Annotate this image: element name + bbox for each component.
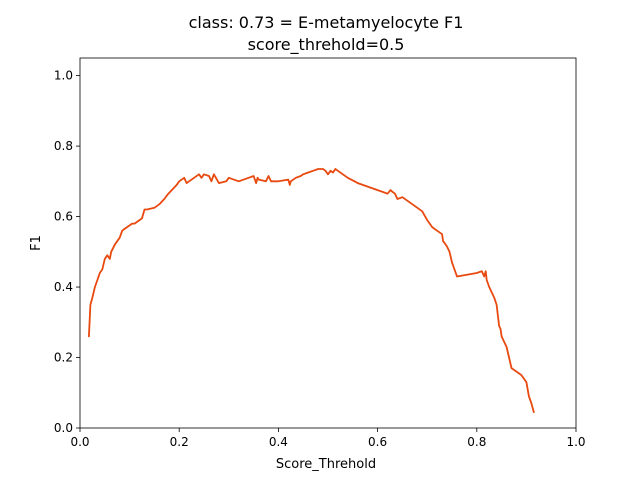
y-axis-label: F1 bbox=[29, 235, 44, 251]
y-tick-label: 0.8 bbox=[54, 139, 73, 153]
y-tick-label: 0.2 bbox=[54, 351, 73, 365]
x-axis-label: Score_Threhold bbox=[276, 457, 376, 472]
x-tick-label: 0.6 bbox=[368, 435, 387, 449]
axes-frame bbox=[79, 57, 577, 429]
chart-title: class: 0.73 = E-metamyelocyte F1 bbox=[189, 13, 464, 32]
y-tick-label: 0.0 bbox=[54, 421, 73, 435]
f1-series-line bbox=[88, 168, 535, 414]
plot-area bbox=[88, 168, 535, 414]
x-tick-label: 1.0 bbox=[566, 435, 585, 449]
y-tick-label: 1.0 bbox=[54, 69, 73, 83]
x-tick-label: 0.4 bbox=[269, 435, 288, 449]
x-tick-label: 0.0 bbox=[70, 435, 89, 449]
chart-subtitle: score_threhold=0.5 bbox=[248, 35, 405, 55]
y-tick-label: 0.4 bbox=[54, 280, 73, 294]
x-tick-label: 0.2 bbox=[170, 435, 189, 449]
x-tick-label: 0.8 bbox=[467, 435, 486, 449]
axis-ticks: 0.0 0.2 0.4 0.6 0.8 1.0 0.0 0.2 0.4 0.6 0.8 1.0 bbox=[54, 69, 586, 449]
y-tick-label: 0.6 bbox=[54, 210, 73, 224]
